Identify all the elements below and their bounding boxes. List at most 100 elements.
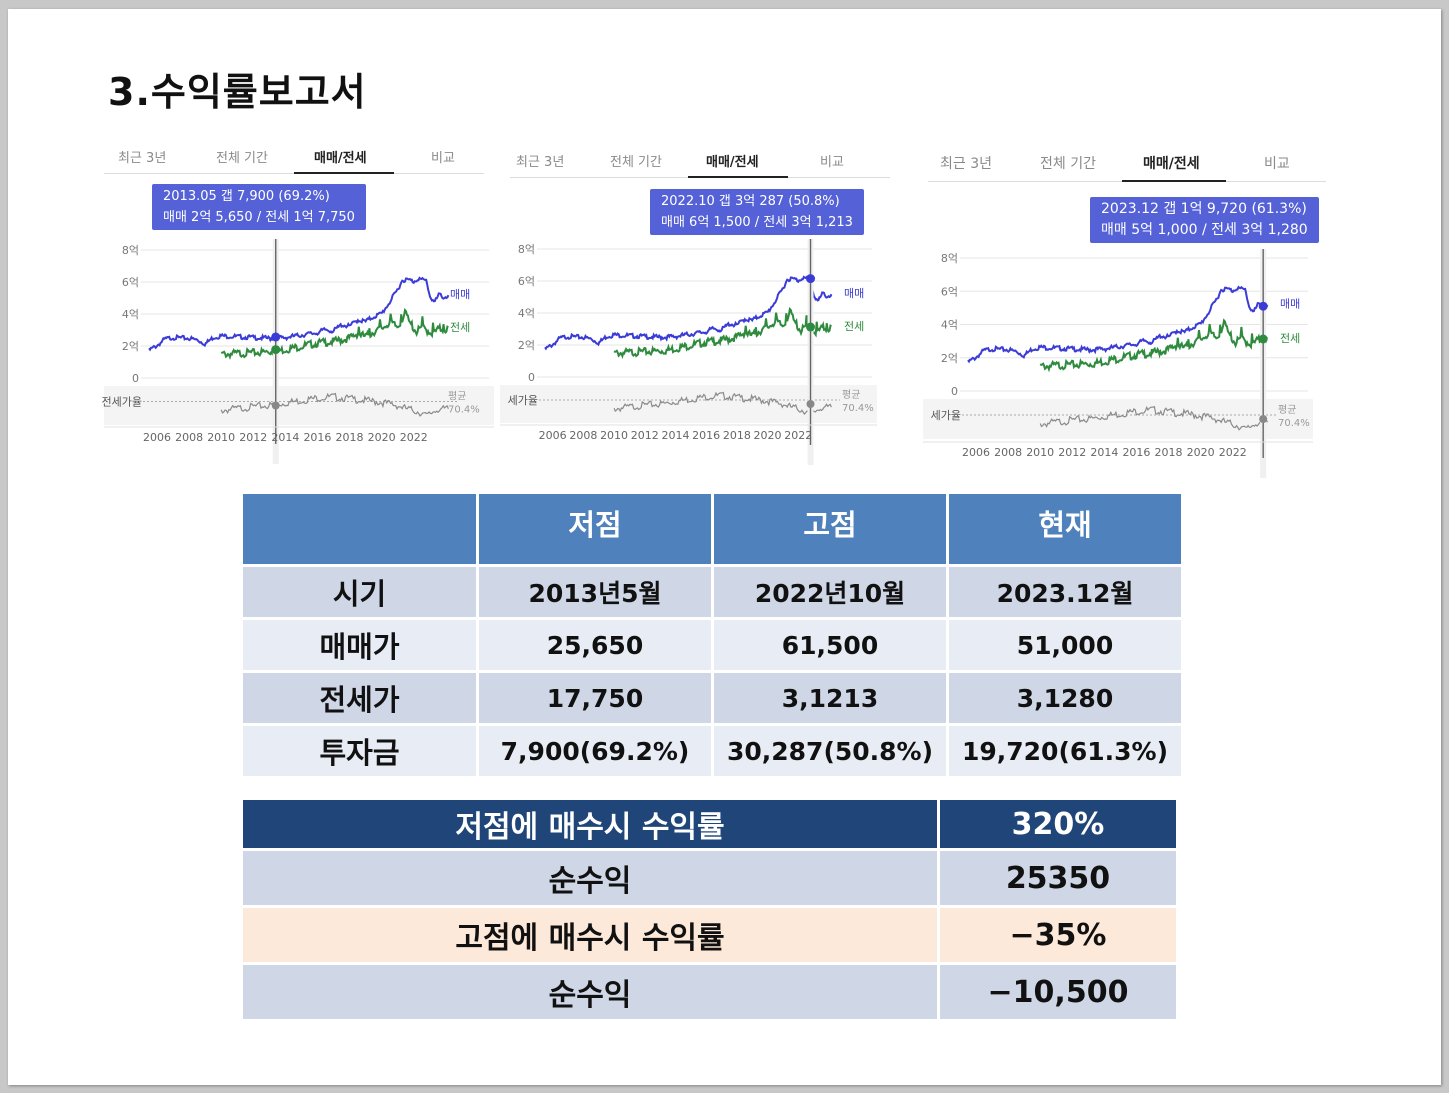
tab-recent-3y[interactable]: 최근 3년	[118, 151, 167, 166]
x-tick-label: 2014	[271, 431, 299, 444]
tab-compare[interactable]: 비교	[820, 155, 844, 170]
row-label: 저점에 매수시 수익률	[243, 800, 937, 848]
tab-compare[interactable]: 비교	[1264, 156, 1290, 172]
x-tick-label: 2014	[1090, 446, 1118, 459]
x-tick-label: 2020	[754, 429, 782, 442]
chart-tooltip: 2023.12 갭 1억 9,720 (61.3%) 매매 5억 1,000 /…	[1090, 197, 1319, 243]
tab-compare[interactable]: 비교	[431, 151, 455, 166]
row-label: 고점에 매수시 수익률	[243, 908, 937, 962]
cell-value: 25350	[940, 851, 1176, 905]
sale-series-label: 매매	[450, 288, 470, 301]
jeonse-series-label: 전세	[450, 321, 470, 334]
jeonse-series-label: 전세	[844, 320, 864, 333]
chart-panel-low: 최근 3년 전체 기간 매매/전세 비교 2013.05 갭 7,900 (69…	[102, 139, 494, 469]
cell-value: 320%	[940, 800, 1176, 848]
ratio-label: 전세가율	[102, 396, 142, 409]
y-tick-label: 6억	[518, 275, 535, 288]
ratio-highlight-point	[271, 401, 280, 410]
x-tick-label: 2020	[1187, 446, 1215, 459]
chart-panel-high: 최근 3년 전체 기간 매매/전세 비교 2022.10 갭 3억 287 (5…	[500, 143, 890, 473]
table-row: 전세가 17,750 3,1213 3,1280	[243, 673, 1181, 723]
avg-label: 평균	[448, 391, 466, 403]
sale-series-line	[148, 276, 450, 352]
y-tick-label: 6억	[122, 276, 139, 289]
x-tick-label: 2018	[723, 429, 751, 442]
chart-tabs: 최근 3년 전체 기간 매매/전세 비교	[510, 143, 890, 178]
x-tick-label: 2006	[143, 431, 171, 444]
chart-tooltip: 2022.10 갭 3억 287 (50.8%) 매매 6억 1,500 / 전…	[650, 189, 864, 235]
table-header-row: 저점 고점 현재	[243, 494, 1181, 564]
header-cell-current: 현재	[949, 494, 1181, 564]
row-label: 투자금	[243, 726, 476, 776]
sale-series-label: 매매	[844, 287, 864, 300]
tab-all-period[interactable]: 전체 기간	[216, 151, 268, 166]
tab-sale-jeonse[interactable]: 매매/전세	[314, 151, 367, 166]
cell-value: −35%	[940, 908, 1176, 962]
tab-sale-jeonse[interactable]: 매매/전세	[706, 155, 759, 170]
tab-recent-3y[interactable]: 최근 3년	[516, 155, 565, 170]
jeonse-highlight-point	[806, 322, 816, 332]
tab-recent-3y[interactable]: 최근 3년	[940, 156, 992, 172]
jeonse-highlight-point	[271, 345, 281, 355]
y-tick-label: 6억	[941, 285, 958, 298]
x-tick-label: 2006	[539, 429, 567, 442]
row-label: 매매가	[243, 620, 476, 670]
table-row: 순수익 25350	[243, 851, 1176, 905]
tab-all-period[interactable]: 전체 기간	[1040, 156, 1096, 172]
ratio-highlight-point	[806, 400, 815, 408]
chart-tabs: 최근 3년 전체 기간 매매/전세 비교	[928, 143, 1326, 182]
ratio-band	[923, 399, 1313, 439]
x-tick-label: 2012	[631, 429, 659, 442]
sale-series-line	[544, 275, 833, 351]
ratio-highlight-point	[1259, 415, 1268, 423]
y-tick-label: 4억	[518, 307, 535, 320]
chart-tabs: 최근 3년 전체 기간 매매/전세 비교	[104, 139, 484, 174]
tab-all-period[interactable]: 전체 기간	[610, 155, 662, 170]
x-tick-label: 2022	[1219, 446, 1247, 459]
active-tab-underline	[1122, 180, 1226, 182]
x-tick-label: 2008	[569, 429, 597, 442]
x-tick-label: 2010	[600, 429, 628, 442]
x-tick-label: 2014	[661, 429, 689, 442]
chart-panel-current: 최근 3년 전체 기간 매매/전세 비교 2023.12 갭 1억 9,720 …	[923, 143, 1328, 483]
x-tick-label: 2010	[207, 431, 235, 444]
table-row: 저점에 매수시 수익률 320%	[243, 800, 1176, 848]
header-cell-high: 고점	[714, 494, 946, 564]
table-row: 투자금 7,900(69.2%) 30,287(50.8%) 19,720(61…	[243, 726, 1181, 776]
cell-value: 3,1213	[714, 673, 946, 723]
header-cell-empty	[243, 494, 476, 564]
y-tick-label: 8억	[122, 244, 139, 257]
ratio-label: 세가율	[931, 409, 961, 422]
jeonse-series-label: 전세	[1280, 332, 1300, 345]
y-tick-label: 8억	[518, 243, 535, 256]
cell-value: 25,650	[479, 620, 711, 670]
sale-series-label: 매매	[1280, 298, 1300, 311]
cell-value: 2022년10월	[714, 567, 946, 617]
x-tick-label: 2020	[368, 431, 396, 444]
ratio-band	[104, 386, 494, 425]
table-row: 매매가 25,650 61,500 51,000	[243, 620, 1181, 670]
y-tick-label: 4억	[941, 319, 958, 332]
avg-value: 70.4%	[448, 405, 480, 416]
sale-series-line	[967, 285, 1269, 364]
table-row: 순수익 −10,500	[243, 965, 1176, 1019]
avg-label: 평균	[842, 389, 860, 401]
y-tick-label: 0	[132, 372, 139, 385]
chart-tooltip: 2013.05 갭 7,900 (69.2%) 매매 2억 5,650 / 전세…	[152, 184, 366, 230]
cell-value: 7,900(69.2%)	[479, 726, 711, 776]
cell-value: 3,1280	[949, 673, 1181, 723]
y-tick-label: 2억	[122, 340, 139, 353]
jeonse-series-line	[1039, 318, 1268, 373]
sale-highlight-point	[271, 332, 281, 342]
avg-value: 70.4%	[1278, 418, 1310, 429]
y-tick-label: 0	[528, 371, 535, 384]
ratio-series-line	[613, 391, 832, 415]
tab-sale-jeonse[interactable]: 매매/전세	[1143, 156, 1200, 172]
active-tab-underline	[688, 176, 788, 178]
tooltip-line2: 매매 6억 1,500 / 전세 3억 1,213	[661, 215, 853, 230]
table-row: 고점에 매수시 수익률 −35%	[243, 908, 1176, 962]
ratio-series-line	[220, 392, 449, 417]
